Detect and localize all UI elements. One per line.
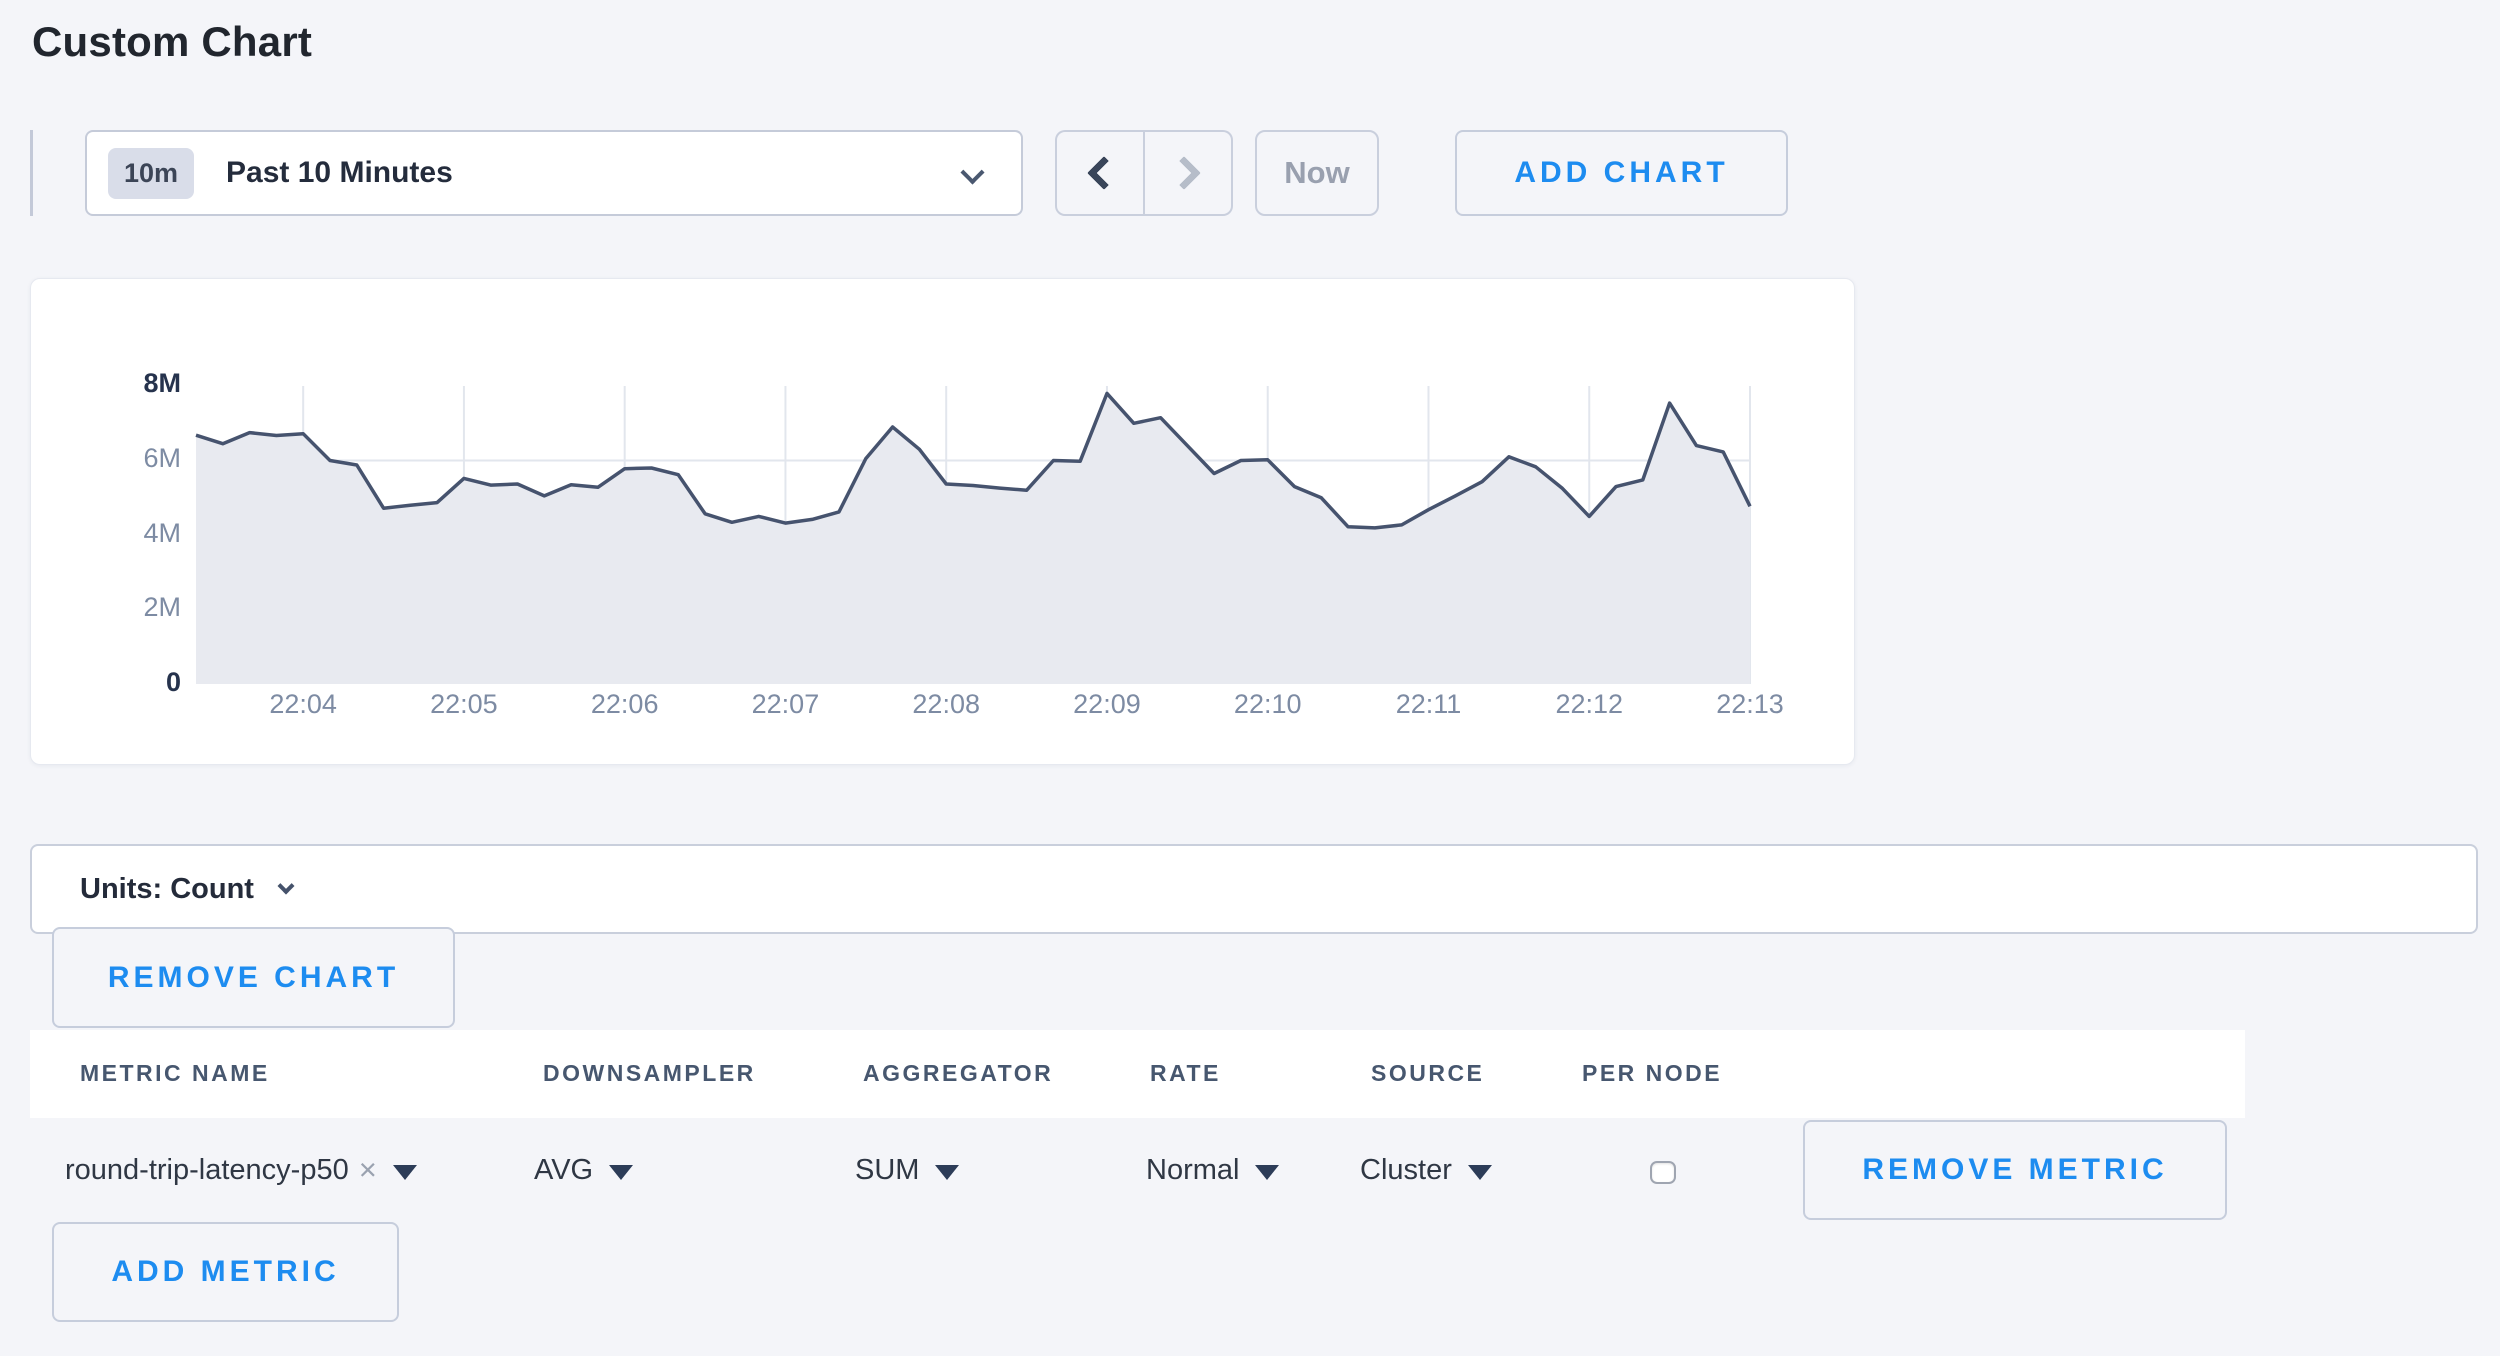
x-axis-label: 22:11 [1395, 689, 1462, 719]
chevron-left-icon [1087, 156, 1121, 190]
y-axis-label: 4M [143, 518, 181, 548]
metrics-table-header: METRIC NAME DOWNSAMPLER AGGREGATOR RATE … [30, 1030, 2245, 1118]
table-row: round-trip-latency-p50 × AVG SUM Normal … [0, 1120, 2500, 1220]
column-header-source: SOURCE [1371, 1060, 1485, 1086]
remove-chart-button[interactable]: REMOVE CHART [52, 927, 455, 1028]
y-axis-label: 0 [165, 667, 181, 697]
x-axis-label: 22:05 [430, 689, 498, 719]
metric-name-value: round-trip-latency-p50 [65, 1153, 349, 1186]
x-axis-label: 22:08 [912, 689, 980, 719]
chart-card: 8M 6M 4M 2M 0 22:04 22:05 22:06 22:07 22:08 2… [30, 278, 1855, 765]
x-axis-label: 22:07 [751, 689, 820, 719]
add-metric-button[interactable]: ADD METRIC [52, 1222, 399, 1322]
toolbar-left-divider [30, 130, 33, 216]
chevron-right-icon [1167, 156, 1201, 190]
remove-metric-button[interactable]: REMOVE METRIC [1803, 1120, 2227, 1220]
now-button[interactable]: Now [1255, 130, 1379, 216]
caret-down-icon [935, 1164, 960, 1180]
x-axis-label: 22:04 [269, 689, 337, 719]
timeseries-chart[interactable] [31, 279, 1856, 766]
aggregator-value: SUM [855, 1153, 920, 1186]
caret-down-icon [609, 1164, 634, 1180]
source-value: Cluster [1360, 1153, 1452, 1186]
column-header-metric-name: METRIC NAME [80, 1060, 270, 1086]
column-header-aggregator: AGGREGATOR [863, 1060, 1054, 1086]
x-axis-label: 22:12 [1555, 689, 1624, 719]
units-select[interactable]: Units: Count [30, 844, 2478, 934]
source-select[interactable]: Cluster [1360, 1120, 1492, 1220]
y-axis-label: 8M [143, 368, 181, 398]
downsampler-select[interactable]: AVG [534, 1120, 634, 1220]
add-chart-button[interactable]: ADD CHART [1455, 130, 1788, 216]
x-axis-label: 22:13 [1716, 689, 1784, 719]
y-axis-label: 6M [143, 443, 181, 473]
per-node-checkbox[interactable] [1650, 1161, 1676, 1184]
time-range-label: Past 10 Minutes [226, 156, 453, 189]
caret-down-icon [1255, 1164, 1280, 1180]
x-axis-label: 22:10 [1233, 689, 1302, 719]
column-header-rate: RATE [1150, 1060, 1221, 1086]
page-title: Custom Chart [32, 18, 313, 65]
x-axis-label: 22:06 [590, 689, 659, 719]
downsampler-value: AVG [534, 1153, 594, 1186]
caret-down-icon [392, 1164, 417, 1180]
column-header-downsampler: DOWNSAMPLER [543, 1060, 756, 1086]
series-area [196, 393, 1750, 684]
metric-name-select[interactable]: round-trip-latency-p50 × [65, 1120, 417, 1220]
rate-select[interactable]: Normal [1146, 1120, 1280, 1220]
prev-time-button[interactable] [1055, 130, 1144, 216]
caret-down-icon [1467, 1164, 1492, 1180]
units-label: Units: Count [80, 872, 254, 905]
chevron-down-icon [960, 160, 985, 185]
time-range-select[interactable]: 10m Past 10 Minutes [85, 130, 1023, 216]
next-time-button[interactable] [1144, 130, 1233, 216]
rate-value: Normal [1146, 1153, 1240, 1186]
chevron-down-icon [277, 877, 295, 895]
clear-metric-icon[interactable]: × [358, 1152, 377, 1187]
column-header-per-node: PER NODE [1582, 1060, 1723, 1086]
x-axis-label: 22:09 [1073, 689, 1141, 719]
time-pager [1055, 130, 1233, 216]
aggregator-select[interactable]: SUM [855, 1120, 960, 1220]
y-axis-label: 2M [143, 592, 181, 622]
time-range-badge: 10m [108, 147, 195, 199]
series-line [195, 391, 1752, 530]
